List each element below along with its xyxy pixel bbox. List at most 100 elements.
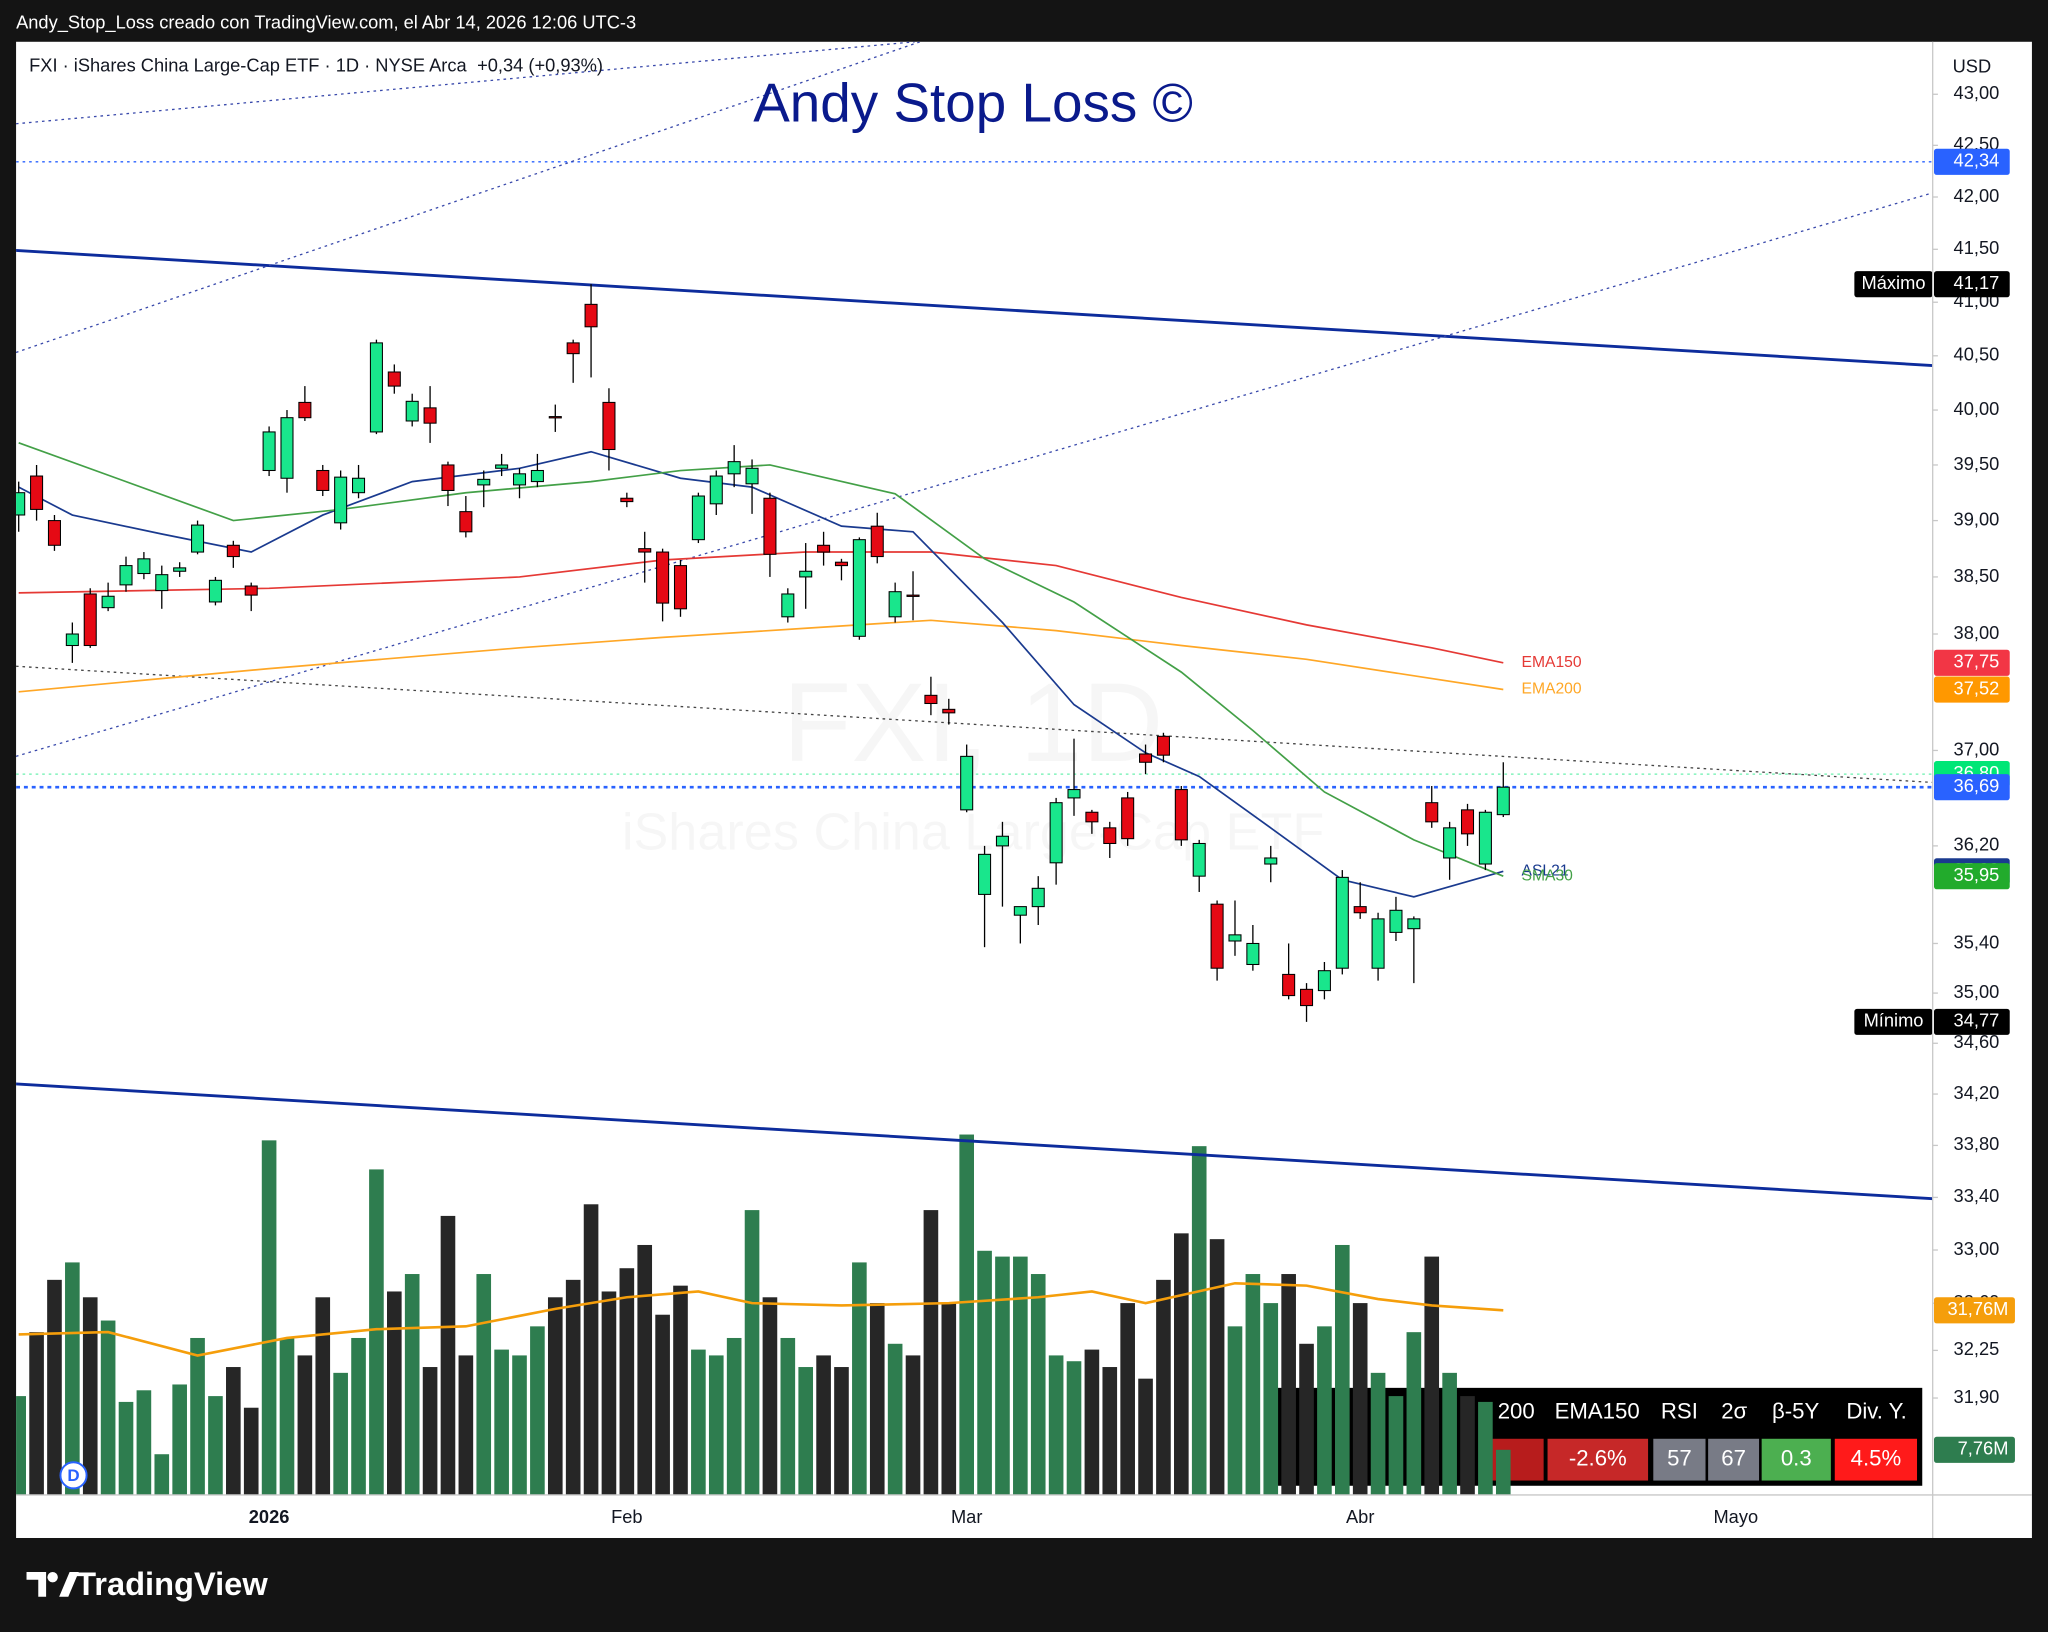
logo: TradingView — [26, 1565, 268, 1602]
candle-body — [1264, 857, 1278, 865]
volume-bar — [1048, 1355, 1064, 1495]
y-tick-label: 35,40 — [1954, 931, 2000, 952]
y-tick-label: 36,20 — [1954, 834, 2000, 855]
volume-bar — [708, 1355, 724, 1495]
candle-body — [387, 371, 401, 387]
volume-bar — [691, 1349, 706, 1495]
y-tick-label: 33,00 — [1954, 1238, 2000, 1259]
price-label: 35,95 — [1954, 864, 2000, 885]
volume-bar — [816, 1355, 831, 1495]
x-tick-label: Feb — [611, 1506, 642, 1527]
price-label: 37,52 — [1954, 677, 2000, 698]
candle-body — [817, 544, 831, 553]
volume-bar — [29, 1332, 44, 1495]
indicator-line — [18, 551, 1504, 664]
indicator-label: EMA200 — [1522, 681, 1582, 698]
volume-bar — [619, 1268, 635, 1495]
volume-bar — [65, 1262, 80, 1495]
volume-bar — [1174, 1233, 1189, 1495]
candle-body — [763, 497, 777, 555]
y-tick-label: 38,50 — [1954, 565, 2000, 586]
candle-body — [334, 476, 348, 524]
volume-bar — [798, 1367, 814, 1495]
candle-body — [584, 303, 598, 328]
candle-body — [1210, 903, 1224, 969]
volume-bar — [1102, 1367, 1118, 1495]
candle-body — [30, 475, 44, 510]
logo-mark — [26, 1571, 47, 1597]
table-cell — [1708, 1438, 1760, 1481]
table-cell — [1834, 1438, 1918, 1481]
candle-body — [942, 708, 956, 714]
volume-bar — [1209, 1239, 1225, 1495]
volume-bar — [1191, 1146, 1207, 1495]
volume-bar — [512, 1355, 527, 1495]
candle-body — [1407, 918, 1421, 930]
candle-body — [298, 401, 312, 419]
candle-body — [352, 477, 366, 494]
volume-bar — [583, 1204, 599, 1495]
candle-body — [495, 464, 509, 469]
price-label-box — [1934, 863, 2010, 890]
price-label-box — [1934, 271, 2010, 298]
candle-body — [441, 464, 455, 491]
y-tick-label: 34,20 — [1954, 1082, 2000, 1103]
candle-body — [1156, 735, 1170, 756]
price-label: 41,17 — [1954, 272, 2000, 293]
y-tick-label: 33,40 — [1954, 1185, 2000, 1206]
trendline — [16, 665, 1933, 784]
volume-bar — [726, 1337, 742, 1495]
candle-body — [191, 524, 205, 553]
volume-bar — [243, 1407, 259, 1495]
candle-body — [1085, 811, 1099, 823]
candle-body — [781, 593, 795, 618]
candle-body — [1282, 973, 1296, 997]
volume-bar — [1013, 1256, 1028, 1495]
candle-body — [1049, 802, 1063, 864]
volume-bar — [530, 1326, 545, 1495]
candle-body — [16, 492, 26, 516]
volume-bar — [297, 1355, 313, 1495]
candle-body — [960, 755, 974, 811]
candle-body — [1389, 909, 1403, 933]
volume-bar — [923, 1210, 939, 1495]
logo-mark — [47, 1571, 58, 1583]
volume-bar — [1227, 1326, 1243, 1495]
legend-symbol: FXI · iShares China Large-Cap ETF · 1D ·… — [29, 54, 467, 75]
volume-bar — [1406, 1332, 1422, 1495]
candle-body — [1246, 942, 1260, 966]
candle-body — [101, 595, 115, 609]
price-tag: Máximo — [1862, 272, 1926, 293]
price-label: 36,69 — [1954, 775, 2000, 796]
volume-label: 31,76M — [1947, 1298, 2008, 1319]
candle-body — [65, 633, 79, 647]
candle-body — [978, 853, 992, 895]
candle-body — [423, 407, 437, 424]
y-tick-label: 38,00 — [1954, 622, 2000, 643]
candle-body — [745, 467, 759, 485]
candle-body — [924, 694, 938, 705]
table-value: 0.3 — [1781, 1446, 1812, 1471]
candle-body — [995, 835, 1009, 847]
y-tick-label: 37,00 — [1954, 738, 2000, 759]
table-value: -2.6% — [1569, 1446, 1627, 1471]
volume-bar — [190, 1337, 205, 1495]
candle-body — [870, 525, 884, 558]
candle-body — [1425, 802, 1439, 823]
y-tick-label: 31,90 — [1954, 1386, 2000, 1407]
volume-bar — [333, 1372, 348, 1495]
volume-bar — [47, 1279, 62, 1495]
volume-bar — [887, 1343, 903, 1495]
price-label: 42,34 — [1954, 150, 2000, 171]
table-header: Div. Y. — [1846, 1399, 1906, 1424]
table-value: 4.5% — [1851, 1446, 1902, 1471]
volume-bar — [565, 1279, 581, 1495]
volume-bar — [995, 1256, 1010, 1495]
y-tick-label: 32,25 — [1954, 1338, 2000, 1359]
y-tick-label: 33,80 — [1954, 1133, 2000, 1154]
y-tick-label: 39,50 — [1954, 453, 2000, 474]
volume-bar — [494, 1349, 509, 1495]
volume-bar — [136, 1390, 152, 1495]
